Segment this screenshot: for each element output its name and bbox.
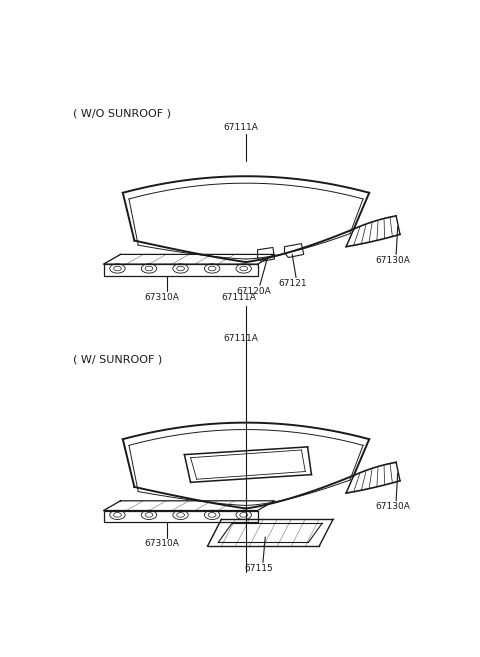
Text: 67130A: 67130A bbox=[375, 256, 410, 265]
Text: 67115: 67115 bbox=[244, 564, 273, 573]
Text: ( W/ SUNROOF ): ( W/ SUNROOF ) bbox=[73, 355, 162, 365]
Text: 67111A: 67111A bbox=[223, 124, 258, 133]
Text: ( W/O SUNROOF ): ( W/O SUNROOF ) bbox=[73, 108, 171, 118]
Text: 67130A: 67130A bbox=[375, 503, 410, 511]
Text: 67121: 67121 bbox=[278, 279, 307, 288]
Text: 67120A: 67120A bbox=[237, 286, 272, 296]
Text: 67310A: 67310A bbox=[144, 539, 179, 549]
Text: 67111A: 67111A bbox=[221, 293, 256, 302]
Text: 67310A: 67310A bbox=[144, 293, 179, 302]
Text: 67111A: 67111A bbox=[223, 334, 258, 344]
